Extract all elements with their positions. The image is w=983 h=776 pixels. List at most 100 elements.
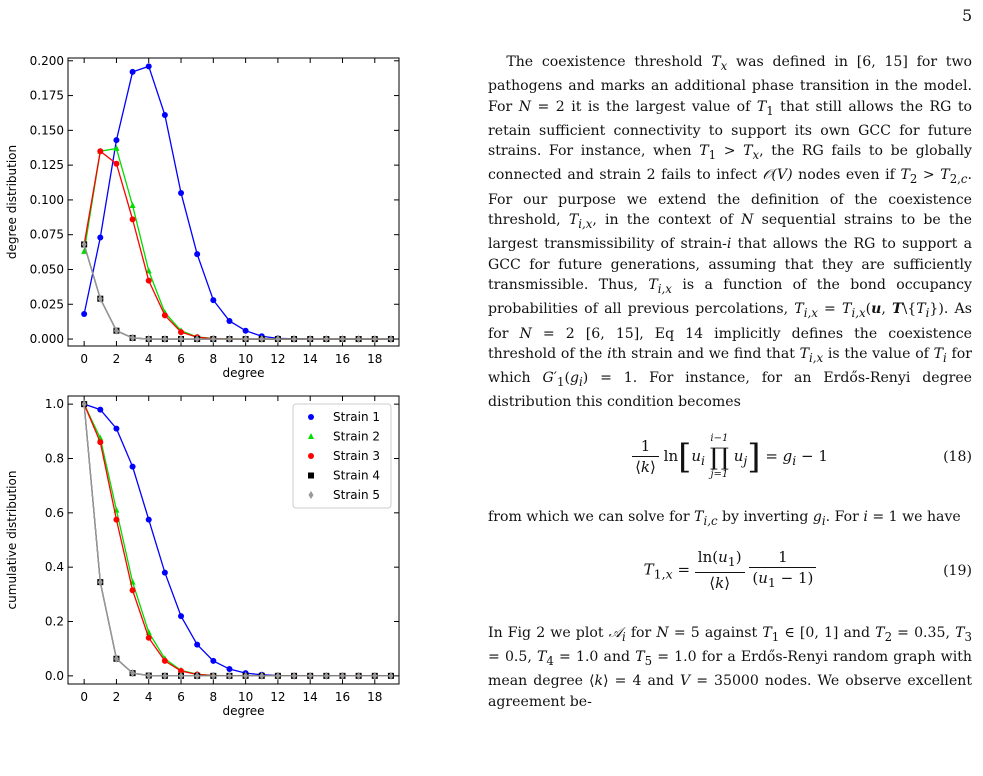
data-point	[129, 68, 136, 75]
data-point	[275, 335, 281, 344]
data-point	[178, 189, 185, 196]
series-strain-4	[81, 241, 394, 343]
x-axis-label: degree	[222, 366, 264, 380]
data-point	[194, 671, 200, 680]
x-tick-label: 10	[238, 352, 253, 366]
y-tick-label: 0.200	[30, 54, 64, 68]
equation-18: 1 ⟨k⟩ ln[ui i−1 ∏ j=1 uj] = gi − 1 (18)	[488, 421, 972, 507]
data-point	[243, 335, 249, 344]
axes: 0 2 4 6 8 10 12 14 16 18 0.0 0.2 0.4 0.6 0.8 1.0 degree c…	[5, 395, 400, 718]
legend-marker	[308, 453, 314, 459]
data-point	[145, 63, 152, 70]
data-point	[226, 317, 233, 324]
y-tick-label: 0.8	[45, 451, 64, 465]
data-point	[113, 425, 120, 432]
data-point	[339, 671, 345, 680]
data-point	[97, 294, 103, 303]
x-tick-label: 12	[270, 690, 285, 704]
paragraph-solve-threshold: from which we can solve for Ti,c by inve…	[488, 508, 961, 528]
data-point	[81, 311, 88, 317]
series-line	[83, 150, 391, 340]
x-tick-label: 12	[270, 352, 285, 366]
series-line	[83, 65, 391, 340]
data-point	[194, 251, 201, 258]
data-point	[146, 335, 152, 344]
x-tick-label: 14	[303, 352, 318, 366]
plot-frame	[67, 57, 400, 347]
data-point	[81, 240, 87, 249]
legend-label: Strain 1	[333, 410, 380, 424]
x-tick-label: 14	[303, 690, 318, 704]
legend-marker	[308, 433, 314, 439]
data-point	[323, 671, 329, 680]
plot-frame	[67, 395, 400, 685]
y-tick-label: 1.0	[45, 397, 64, 411]
data-point	[178, 667, 185, 674]
x-tick-label: 18	[367, 352, 382, 366]
data-point	[113, 160, 120, 167]
y-axis-label: cumulative distribution	[5, 471, 19, 610]
legend-label: Strain 4	[333, 469, 380, 483]
data-point	[113, 144, 120, 151]
data-point	[81, 247, 88, 254]
legend-label: Strain 2	[333, 430, 380, 444]
series-strain-5	[81, 400, 394, 680]
data-point	[307, 335, 313, 344]
equation-19: T1,x = ln(u1) ⟨k⟩ 1 (u1 − 1) (19)	[643, 548, 972, 593]
paragraph-coexistence-threshold: The coexistence threshold Tx was defined…	[488, 54, 973, 411]
paragraph-fig2: In Fig 2 we plot 𝒜i for N = 5 against T1…	[488, 625, 973, 710]
series-line	[83, 244, 391, 340]
y-tick-label: 0.100	[30, 193, 64, 207]
y-tick-label: 0.2	[45, 615, 64, 629]
x-tick-label: 8	[209, 352, 217, 366]
data-point	[146, 671, 152, 680]
legend-marker	[308, 491, 314, 499]
legend-frame	[292, 403, 392, 509]
data-point	[372, 671, 378, 680]
data-point	[130, 333, 136, 342]
series-strain-3	[81, 148, 394, 343]
y-tick-label: 0.000	[30, 332, 64, 346]
data-point	[161, 657, 168, 664]
y-tick-label: 0.075	[30, 228, 64, 242]
series-strain-2	[81, 144, 394, 342]
data-point	[194, 335, 200, 344]
y-tick-label: 0.150	[30, 123, 64, 137]
data-point	[194, 641, 201, 648]
data-point	[145, 277, 152, 284]
data-point	[210, 657, 217, 664]
data-point	[307, 671, 313, 680]
data-point	[113, 137, 120, 144]
body-text-column: The coexistence threshold Tx was defined…	[488, 52, 972, 712]
data-point	[226, 666, 233, 673]
data-point	[97, 406, 104, 413]
data-point	[129, 216, 136, 223]
y-tick-label: 0.125	[30, 158, 64, 172]
data-point	[145, 267, 152, 274]
x-tick-label: 4	[145, 352, 153, 366]
x-tick-label: 8	[209, 690, 217, 704]
x-tick-label: 4	[145, 690, 153, 704]
y-tick-label: 0.6	[45, 506, 64, 520]
series-line	[83, 244, 391, 340]
y-axis-label: degree distribution	[5, 145, 19, 259]
chart-degree-distribution: 0 2 4 6 8 10 12 14 16 18 0.000 0.025 0.050 0.075 0.100…	[5, 54, 400, 380]
data-point	[226, 335, 232, 344]
data-point	[113, 326, 119, 335]
data-point	[356, 335, 362, 344]
x-tick-label: 18	[367, 690, 382, 704]
data-point	[356, 671, 362, 680]
data-point	[113, 654, 119, 663]
x-tick-label: 6	[177, 690, 185, 704]
page-number: 5	[962, 6, 973, 25]
data-point	[291, 671, 297, 680]
x-axis-label: degree	[222, 704, 264, 718]
data-point	[339, 335, 345, 344]
x-tick-label: 0	[80, 352, 88, 366]
chart-cumulative-distribution: 0 2 4 6 8 10 12 14 16 18 0.0 0.2 0.4 0.6 0.8 1.0 degree c…	[5, 395, 400, 718]
y-tick-label: 0.0	[45, 669, 64, 683]
data-point	[388, 335, 394, 344]
data-point	[161, 312, 168, 319]
x-tick-label: 10	[238, 690, 253, 704]
equation-19-number: (19)	[943, 563, 972, 580]
